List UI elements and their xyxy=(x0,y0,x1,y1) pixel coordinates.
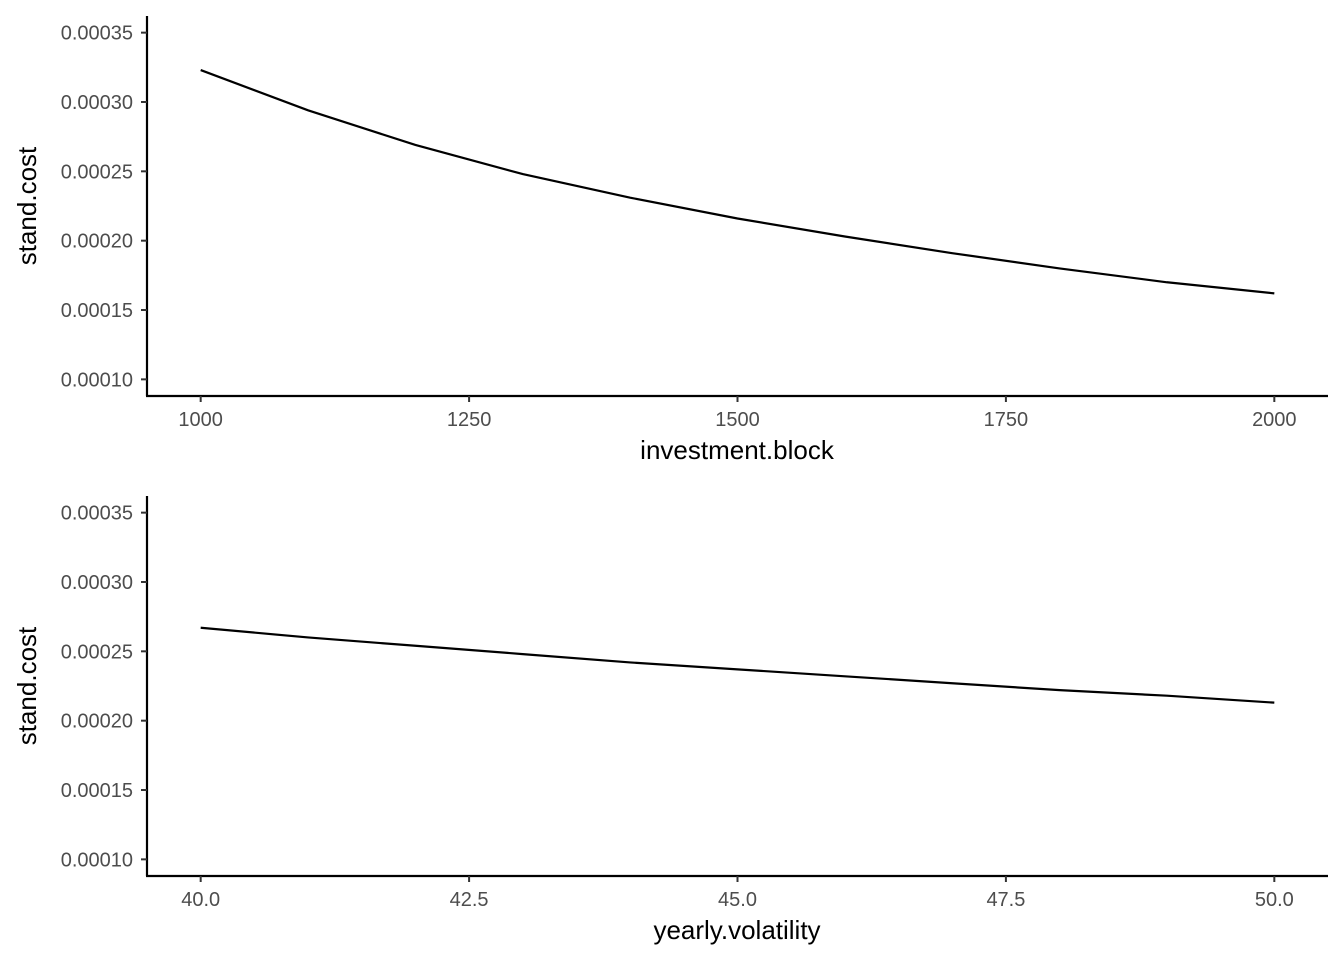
y-tick-label: 0.00030 xyxy=(61,92,133,114)
y-tick-label: 0.00030 xyxy=(61,572,133,594)
y-tick-label: 0.00010 xyxy=(61,849,133,871)
x-axis-title: investment.block xyxy=(640,435,835,465)
y-ticks: 0.00010 0.00015 0.00020 0.00025 0.00030 0.000… xyxy=(61,23,147,391)
x-tick-label: 2000 xyxy=(1252,409,1297,431)
series-group xyxy=(200,69,1275,295)
y-tick-label: 0.00025 xyxy=(61,161,133,183)
x-tick-label: 1250 xyxy=(447,409,492,431)
x-tick-label: 1000 xyxy=(178,409,223,431)
y-tick-label: 0.00010 xyxy=(61,369,133,391)
x-ticks: 1000 1250 1500 1750 2000 xyxy=(178,396,1297,431)
x-ticks: 40.0 42.5 45.0 47.5 50.0 xyxy=(181,876,1294,911)
y-axis-title: stand.cost xyxy=(12,146,42,265)
x-tick-label: 45.0 xyxy=(718,889,757,911)
x-tick-label: 1750 xyxy=(984,409,1029,431)
panel-yearly-volatility: 0.00010 0.00015 0.00020 0.00025 0.00030 0.000… xyxy=(12,496,1328,945)
series-line xyxy=(200,69,1275,295)
panel-investment-block: 0.00010 0.00015 0.00020 0.00025 0.00030 0.000… xyxy=(12,16,1328,465)
y-tick-label: 0.00035 xyxy=(61,23,133,45)
y-tick-label: 0.00020 xyxy=(61,711,133,733)
series-line xyxy=(200,626,1275,704)
x-tick-label: 40.0 xyxy=(181,889,220,911)
x-tick-label: 50.0 xyxy=(1255,889,1294,911)
series-group xyxy=(200,626,1275,704)
y-tick-label: 0.00025 xyxy=(61,641,133,663)
x-tick-label: 1500 xyxy=(715,409,760,431)
y-tick-label: 0.00035 xyxy=(61,503,133,525)
y-tick-label: 0.00020 xyxy=(61,231,133,253)
y-axis-title: stand.cost xyxy=(12,626,42,745)
y-ticks: 0.00010 0.00015 0.00020 0.00025 0.00030 0.000… xyxy=(61,503,147,871)
x-axis-title: yearly.volatility xyxy=(653,915,820,945)
x-tick-label: 42.5 xyxy=(450,889,489,911)
x-tick-label: 47.5 xyxy=(986,889,1025,911)
y-tick-label: 0.00015 xyxy=(61,780,133,802)
y-tick-label: 0.00015 xyxy=(61,300,133,322)
